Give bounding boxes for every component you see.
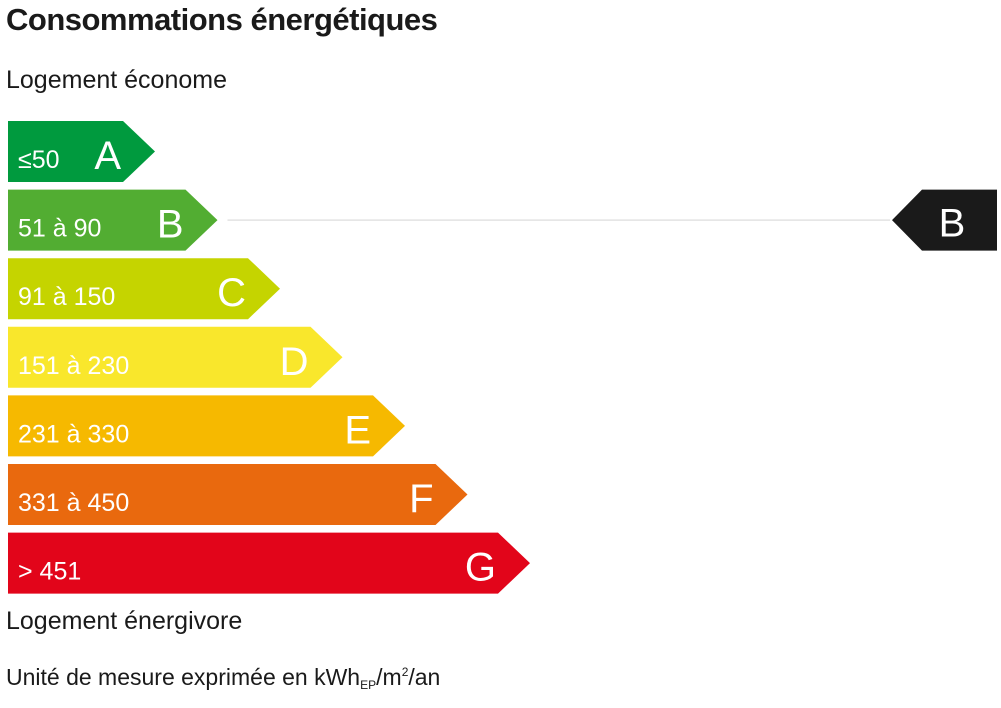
unit-suffix: /an: [408, 664, 441, 690]
unit-subscript: EP: [360, 678, 377, 692]
class-letter-f: F: [409, 477, 433, 521]
unit-superscript: 2: [401, 665, 409, 679]
unit-mid: /m: [376, 664, 402, 690]
class-letter-g: G: [465, 546, 496, 590]
class-letter-e: E: [344, 408, 371, 452]
range-label-b: 51 à 90: [18, 215, 101, 243]
energy-bar-e: [8, 395, 405, 457]
range-label-f: 331 à 450: [18, 489, 129, 517]
unit-prefix: Unité de mesure exprimée en kWh: [6, 664, 361, 690]
energy-bar-g: [8, 532, 530, 594]
range-label-a: ≤50: [18, 146, 60, 174]
energy-bar-a: [8, 121, 155, 182]
class-letter-b: B: [157, 203, 184, 247]
range-label-e: 231 à 330: [18, 420, 129, 448]
range-label-c: 91 à 150: [18, 283, 115, 311]
rating-indicator-letter: B: [939, 202, 966, 246]
class-letter-a: A: [94, 134, 121, 178]
rating-indicator-arrow: [892, 189, 997, 251]
class-letter-c: C: [217, 271, 246, 315]
inefficient-housing-label: Logement énergivore: [6, 607, 243, 635]
efficient-housing-label: Logement économe: [6, 66, 227, 94]
energy-bar-c: [8, 258, 280, 320]
class-letter-d: D: [280, 340, 309, 384]
energy-bar-f: [8, 464, 468, 525]
range-label-d: 151 à 230: [18, 352, 129, 380]
range-label-g: > 451: [18, 558, 81, 586]
unit-of-measure: Unité de mesure exprimée en kWhEP/m2/an: [6, 664, 440, 692]
energy-bar-d: [8, 326, 343, 388]
energy-bar-b: [8, 189, 218, 251]
chart-title: Consommations énergétiques: [6, 2, 438, 37]
